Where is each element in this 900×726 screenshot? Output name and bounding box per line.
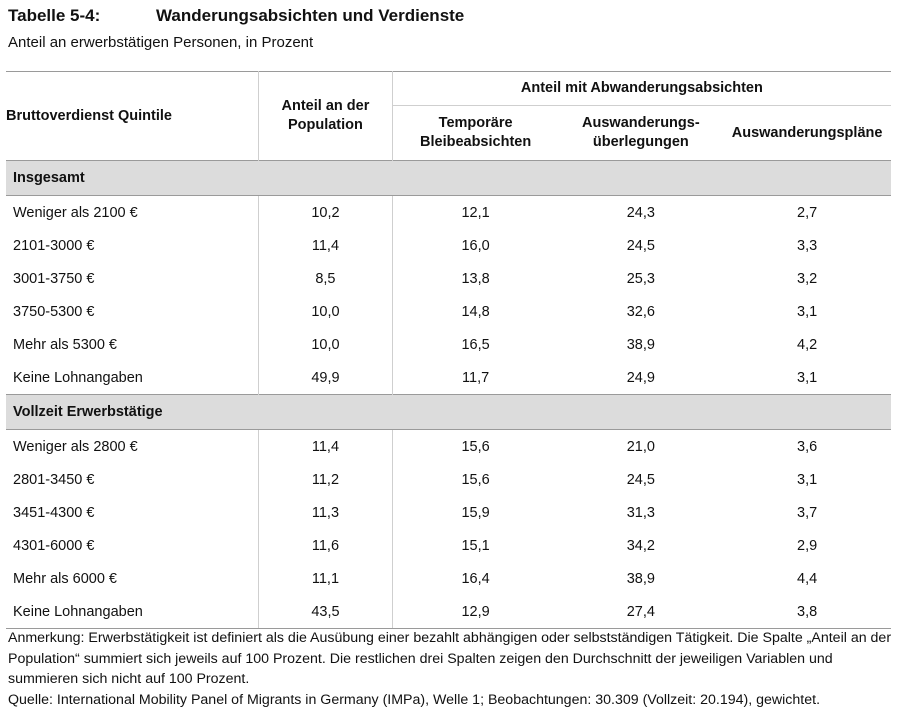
row-label: Mehr als 6000 € [6, 562, 260, 595]
header-plans: Auswanderungspläne [731, 124, 883, 141]
source-text: Quelle: International Mobility Panel of … [8, 691, 821, 708]
table-subtitle: Anteil an erwerbstätigen Personen, in Pr… [8, 34, 314, 51]
plans-cell: 3,6 [797, 438, 818, 455]
row-label: 2801-3450 € [6, 463, 260, 496]
data-table: Bruttoverdienst Quintile Anteil an der P… [6, 71, 891, 629]
row-label: Weniger als 2800 € [6, 429, 260, 463]
considerations-cell: 24,9 [626, 369, 655, 386]
plans-cell: 2,7 [797, 204, 818, 221]
section-row: Vollzeit Erwerbstätige [6, 394, 891, 430]
population-cell: 11,2 [258, 463, 393, 496]
table-row: 3750-5300 €10,0 14,8 32,6 3,1 [6, 295, 891, 328]
table-notes: Anmerkung: Erwerbstätigkeit ist definier… [8, 628, 892, 710]
temporary-cell: 16,0 [461, 237, 490, 254]
plans-cell: 4,2 [797, 336, 818, 353]
table-header: Bruttoverdienst Quintile Anteil an der P… [6, 71, 891, 161]
temporary-cell: 13,8 [461, 270, 490, 287]
temporary-cell: 15,9 [461, 504, 490, 521]
remark-text: Anmerkung: Erwerbstätigkeit ist definier… [8, 630, 892, 687]
population-cell: 11,1 [258, 562, 393, 595]
header-considerations-text: Auswanderungs-überlegungen [582, 115, 700, 150]
considerations-cell: 38,9 [626, 336, 655, 353]
population-cell: 11,3 [258, 496, 393, 529]
plans-cell: 3,1 [797, 369, 818, 386]
header-group: Anteil mit Abwanderungsabsichten [392, 71, 891, 106]
temporary-cell: 12,9 [392, 595, 559, 629]
considerations-cell: 21,0 [626, 438, 655, 455]
section-row: Insgesamt [6, 160, 891, 196]
plans-cell: 2,9 [797, 537, 818, 554]
header-quintile: Bruttoverdienst Quintile [6, 71, 260, 161]
plans-cell: 3,3 [797, 237, 818, 254]
temporary-cell: 16,5 [461, 336, 490, 353]
table-row: 4301-6000 €11,6 15,1 34,2 2,9 [6, 529, 891, 562]
considerations-cell: 24,5 [626, 471, 655, 488]
population-cell: 49,9 [258, 361, 393, 395]
plans-cell: 3,1 [797, 303, 818, 320]
plans-cell: 3,1 [797, 471, 818, 488]
table-body: Insgesamt Weniger als 2100 €10,2 12,1 24,3 2… [6, 160, 891, 629]
header-temporary-text: Temporäre Bleibeabsichten [420, 115, 532, 150]
header-population: Anteil an der Population [258, 71, 393, 161]
row-label: Keine Lohnangaben [6, 595, 260, 629]
table-title-text: Wanderungsabsichten und Verdienste [156, 6, 465, 25]
row-label: Mehr als 5300 € [6, 328, 260, 361]
population-cell: 11,4 [258, 429, 393, 463]
header-population-text: Anteil an der Population [281, 98, 370, 133]
plans-cell: 3,8 [723, 595, 891, 629]
plans-cell: 3,2 [797, 270, 818, 287]
considerations-cell: 34,2 [626, 537, 655, 554]
population-cell: 10,0 [258, 295, 393, 328]
considerations-cell: 32,6 [626, 303, 655, 320]
row-label: 4301-6000 € [6, 529, 260, 562]
population-cell: 10,2 [258, 195, 393, 229]
row-label: 3001-3750 € [6, 262, 260, 295]
population-cell: 8,5 [258, 262, 393, 295]
considerations-cell: 27,4 [558, 595, 724, 629]
table-number: Tabelle 5-4: [8, 6, 101, 25]
row-label: Keine Lohnangaben [6, 361, 260, 395]
header-temporary: Temporäre Bleibeabsichten [392, 106, 558, 161]
temporary-cell: 11,7 [462, 369, 490, 386]
considerations-cell: 38,9 [626, 570, 655, 587]
row-label: 3750-5300 € [6, 295, 260, 328]
plans-cell: 4,4 [797, 570, 818, 587]
table-row: Mehr als 6000 €11,1 16,4 38,9 4,4 [6, 562, 891, 595]
section-title: Insgesamt [6, 160, 891, 196]
table-row: Keine Lohnangaben 43,5 12,9 27,4 3,8 [6, 595, 891, 629]
table-title: Tabelle 5-4: Wanderungsabsichten und Verd… [8, 6, 464, 26]
table-row: 3451-4300 €11,3 15,9 31,3 3,7 [6, 496, 891, 529]
temporary-cell: 15,6 [461, 438, 490, 455]
section-title: Vollzeit Erwerbstätige [6, 394, 891, 430]
table-row: 2101-3000 €11,4 16,0 24,5 3,3 [6, 229, 891, 262]
considerations-cell: 24,5 [626, 237, 655, 254]
row-label: 3451-4300 € [6, 496, 260, 529]
temporary-cell: 15,1 [461, 537, 490, 554]
temporary-cell: 14,8 [461, 303, 490, 320]
considerations-cell: 24,3 [626, 204, 655, 221]
considerations-cell: 25,3 [626, 270, 655, 287]
plans-cell: 3,7 [797, 504, 818, 521]
header-considerations: Auswanderungs-überlegungen [558, 106, 723, 161]
temporary-cell: 16,4 [461, 570, 490, 587]
temporary-cell: 12,1 [461, 204, 490, 221]
population-cell: 10,0 [258, 328, 393, 361]
population-cell: 11,6 [258, 529, 393, 562]
population-cell: 11,4 [258, 229, 393, 262]
considerations-cell: 31,3 [626, 504, 655, 521]
table-row: Keine Lohnangaben 49,9 11,7 24,9 3,1 [6, 361, 891, 395]
row-label: 2101-3000 € [6, 229, 260, 262]
population-cell: 43,5 [258, 595, 393, 629]
row-label: Weniger als 2100 € [6, 195, 260, 229]
table-row: Weniger als 2800 €11,4 15,6 21,0 3,6 [6, 429, 891, 463]
table-row: 2801-3450 €11,2 15,6 24,5 3,1 [6, 463, 891, 496]
table-row: Mehr als 5300 €10,0 16,5 38,9 4,2 [6, 328, 891, 361]
table-row: 3001-3750 €8,5 13,8 25,3 3,2 [6, 262, 891, 295]
table-row: Weniger als 2100 €10,2 12,1 24,3 2,7 [6, 195, 891, 229]
temporary-cell: 15,6 [461, 471, 490, 488]
